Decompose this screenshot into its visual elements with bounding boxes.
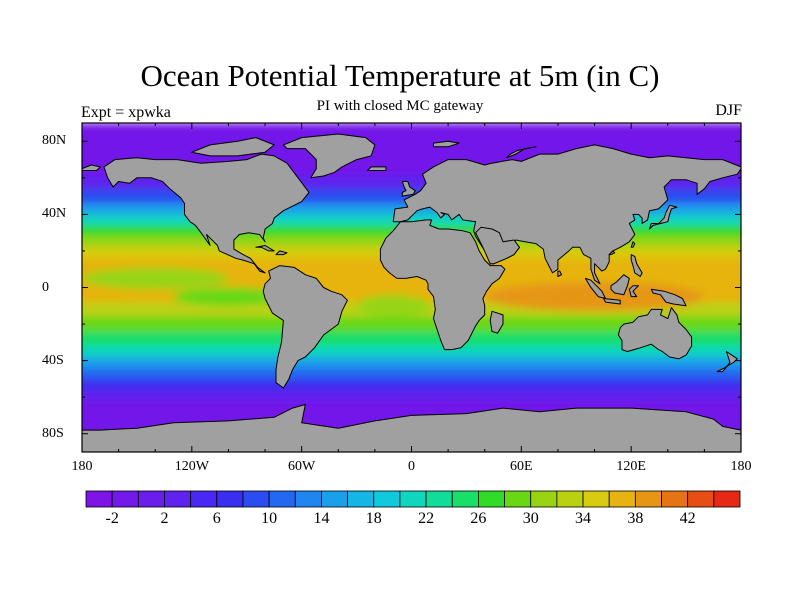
colorbar-label: 26 xyxy=(470,510,487,527)
temperature-band xyxy=(82,378,741,391)
temperature-band xyxy=(82,356,741,369)
colorbar-swatch xyxy=(425,490,453,508)
temperature-anomaly xyxy=(82,267,229,290)
landmass-new-zealand xyxy=(716,351,738,373)
colorbar-swatch xyxy=(111,490,139,508)
colorbar-swatch xyxy=(190,490,218,508)
y-tick-label: 0 xyxy=(42,279,49,295)
chart-subtitle: PI with closed MC gateway xyxy=(316,98,484,114)
landmass-borneo xyxy=(610,274,630,296)
landmass-chukotka xyxy=(82,164,101,171)
colorbar-swatch xyxy=(85,490,113,508)
colorbar-swatch xyxy=(294,490,322,508)
landmass-canadian-archipelago xyxy=(191,137,275,157)
x-tick-label: 120E xyxy=(616,459,646,474)
colorbar-label: 30 xyxy=(522,510,539,527)
colorbar-label: 18 xyxy=(365,510,382,527)
colorbar-swatch xyxy=(556,490,584,508)
season-label: DJF xyxy=(715,102,742,119)
landmass-java xyxy=(603,298,621,305)
temperature-anomaly xyxy=(173,287,284,306)
colorbar-swatch xyxy=(687,490,715,508)
x-tick-label: 120W xyxy=(174,459,209,474)
landmass-japan xyxy=(649,204,678,230)
colorbar-label: 34 xyxy=(575,510,592,527)
landmass-hispaniola xyxy=(275,250,288,256)
y-tick-label: 80S xyxy=(42,425,64,441)
landmass-hainan xyxy=(608,250,616,256)
experiment-label: Expt = xpwka xyxy=(81,104,171,121)
colorbar-label: 6 xyxy=(212,510,221,527)
landmass-madagascar xyxy=(489,310,504,334)
colorbar-swatch xyxy=(582,490,610,508)
x-tick-label: 180 xyxy=(730,459,752,474)
colorbar-swatch xyxy=(713,490,741,508)
landmass-sri-lanka xyxy=(557,270,563,277)
colorbar-swatch xyxy=(451,490,479,508)
chart-title: Ocean Potential Temperature at 5m (in C) xyxy=(140,58,660,93)
colorbar-label: 38 xyxy=(627,510,644,527)
land-masses xyxy=(82,133,741,452)
landmass-eurasia xyxy=(392,144,741,285)
colorbar xyxy=(85,490,741,508)
colorbar-label: -2 xyxy=(105,510,119,527)
landmass-australia xyxy=(617,307,693,360)
landmass-cuba xyxy=(255,245,275,252)
colorbar-swatch xyxy=(504,490,532,508)
colorbar-swatch xyxy=(164,490,192,508)
colorbar-swatch xyxy=(242,490,270,508)
x-tick-label: 60E xyxy=(510,459,533,474)
landmass-svalbard xyxy=(433,140,460,148)
colorbar-label: 22 xyxy=(418,510,435,527)
colorbar-swatch xyxy=(477,490,505,508)
temperature-anomaly xyxy=(356,294,430,317)
y-tick-label: 40N xyxy=(42,206,67,222)
colorbar-swatch xyxy=(137,490,165,508)
temperature-anomaly xyxy=(484,282,705,312)
temperature-band xyxy=(82,214,741,227)
x-tick-label: 180 xyxy=(71,459,93,474)
temperature-band xyxy=(82,367,741,380)
temperature-band xyxy=(82,389,741,402)
temperature-band xyxy=(82,331,741,347)
landmass-philippines xyxy=(630,254,643,277)
colorbar-swatch xyxy=(399,490,427,508)
y-tick-label: 80N xyxy=(42,133,67,149)
landmass-great-britain xyxy=(401,181,416,197)
colorbar-swatch xyxy=(530,490,558,508)
landmass-arabia xyxy=(475,226,520,265)
landmass-antarctica xyxy=(82,404,741,452)
colorbar-swatch xyxy=(216,490,244,508)
colorbar-swatch xyxy=(321,490,349,508)
colorbar-swatch xyxy=(347,490,375,508)
x-tick-label: 60W xyxy=(288,459,316,474)
landmass-south-america xyxy=(262,265,348,389)
colorbar-label: 14 xyxy=(313,510,330,527)
temperature-band xyxy=(82,345,741,358)
landmass-new-guinea xyxy=(650,288,687,307)
landmass-north-america xyxy=(103,153,310,274)
landmass-africa xyxy=(379,219,506,351)
colorbar-swatch xyxy=(661,490,689,508)
colorbar-swatch xyxy=(268,490,296,508)
axis-ticks xyxy=(81,123,742,452)
temperature-band xyxy=(82,316,741,333)
colorbar-swatch xyxy=(373,490,401,508)
colorbar-label: 10 xyxy=(261,510,278,527)
colorbar-swatch xyxy=(608,490,636,508)
landmass-iceland xyxy=(367,166,387,171)
landmass-greenland xyxy=(282,133,376,179)
x-tick-label: 0 xyxy=(408,459,415,474)
map-field xyxy=(82,123,741,452)
colorbar-swatch xyxy=(634,490,662,508)
colorbar-label: 2 xyxy=(160,510,169,527)
landmass-sulawesi xyxy=(628,285,639,298)
y-tick-label: 40S xyxy=(42,352,64,368)
landmass-novaya-zemlya xyxy=(506,146,537,159)
colorbar-label: 42 xyxy=(679,510,696,527)
landmass-taiwan xyxy=(630,241,636,248)
